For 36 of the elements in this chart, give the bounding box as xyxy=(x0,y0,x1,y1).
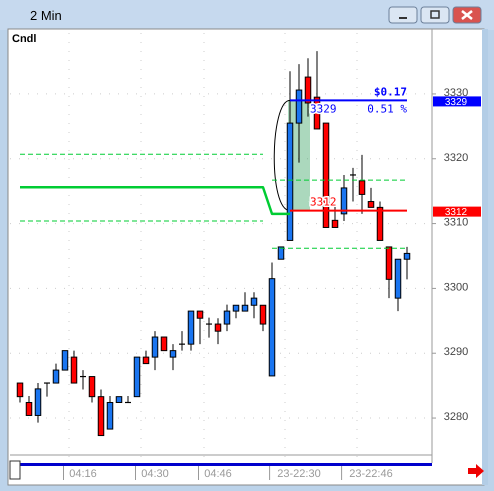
candlestick xyxy=(160,336,168,352)
candlestick xyxy=(142,350,150,364)
candlestick xyxy=(250,292,258,319)
candlestick xyxy=(16,382,24,403)
chart-subtitle: Cndl xyxy=(12,33,36,45)
x-tick-label: 23-22:30 xyxy=(277,468,321,480)
y-tick-label: 3280 xyxy=(444,411,468,424)
x-tick-label: 23-22:46 xyxy=(349,468,393,480)
x-tick-label: 04:30 xyxy=(141,468,169,480)
y-tick-label: 3310 xyxy=(444,216,468,229)
candlestick xyxy=(62,350,68,371)
candlestick xyxy=(52,363,60,384)
y-tick-label: 3330 xyxy=(444,86,468,99)
y-tick-label: 3290 xyxy=(444,346,468,358)
candlestick xyxy=(214,318,222,345)
candlestick xyxy=(178,330,186,352)
candlestick xyxy=(88,376,96,403)
candlestick xyxy=(278,246,284,260)
candlestick xyxy=(196,310,204,345)
candlestick xyxy=(260,304,266,332)
text: 3312 xyxy=(444,207,468,218)
candlestick xyxy=(232,304,240,319)
annotation: $0.17 xyxy=(374,85,407,98)
text: 3329 xyxy=(444,96,468,108)
y-tick-label: 3320 xyxy=(444,152,468,164)
candlestick xyxy=(404,246,410,280)
y-tick-label: 3300 xyxy=(444,281,468,294)
chart-title: 2 Min xyxy=(30,8,62,23)
candlestick xyxy=(242,292,248,312)
annotation: 0.51 % xyxy=(367,102,408,116)
candlestick xyxy=(170,344,176,371)
candlestick xyxy=(26,396,32,416)
candlestick xyxy=(224,304,230,332)
x-tick-label: 04:46 xyxy=(204,468,232,480)
candlestick xyxy=(152,330,158,371)
x-tick-label: 04:16 xyxy=(69,468,97,480)
